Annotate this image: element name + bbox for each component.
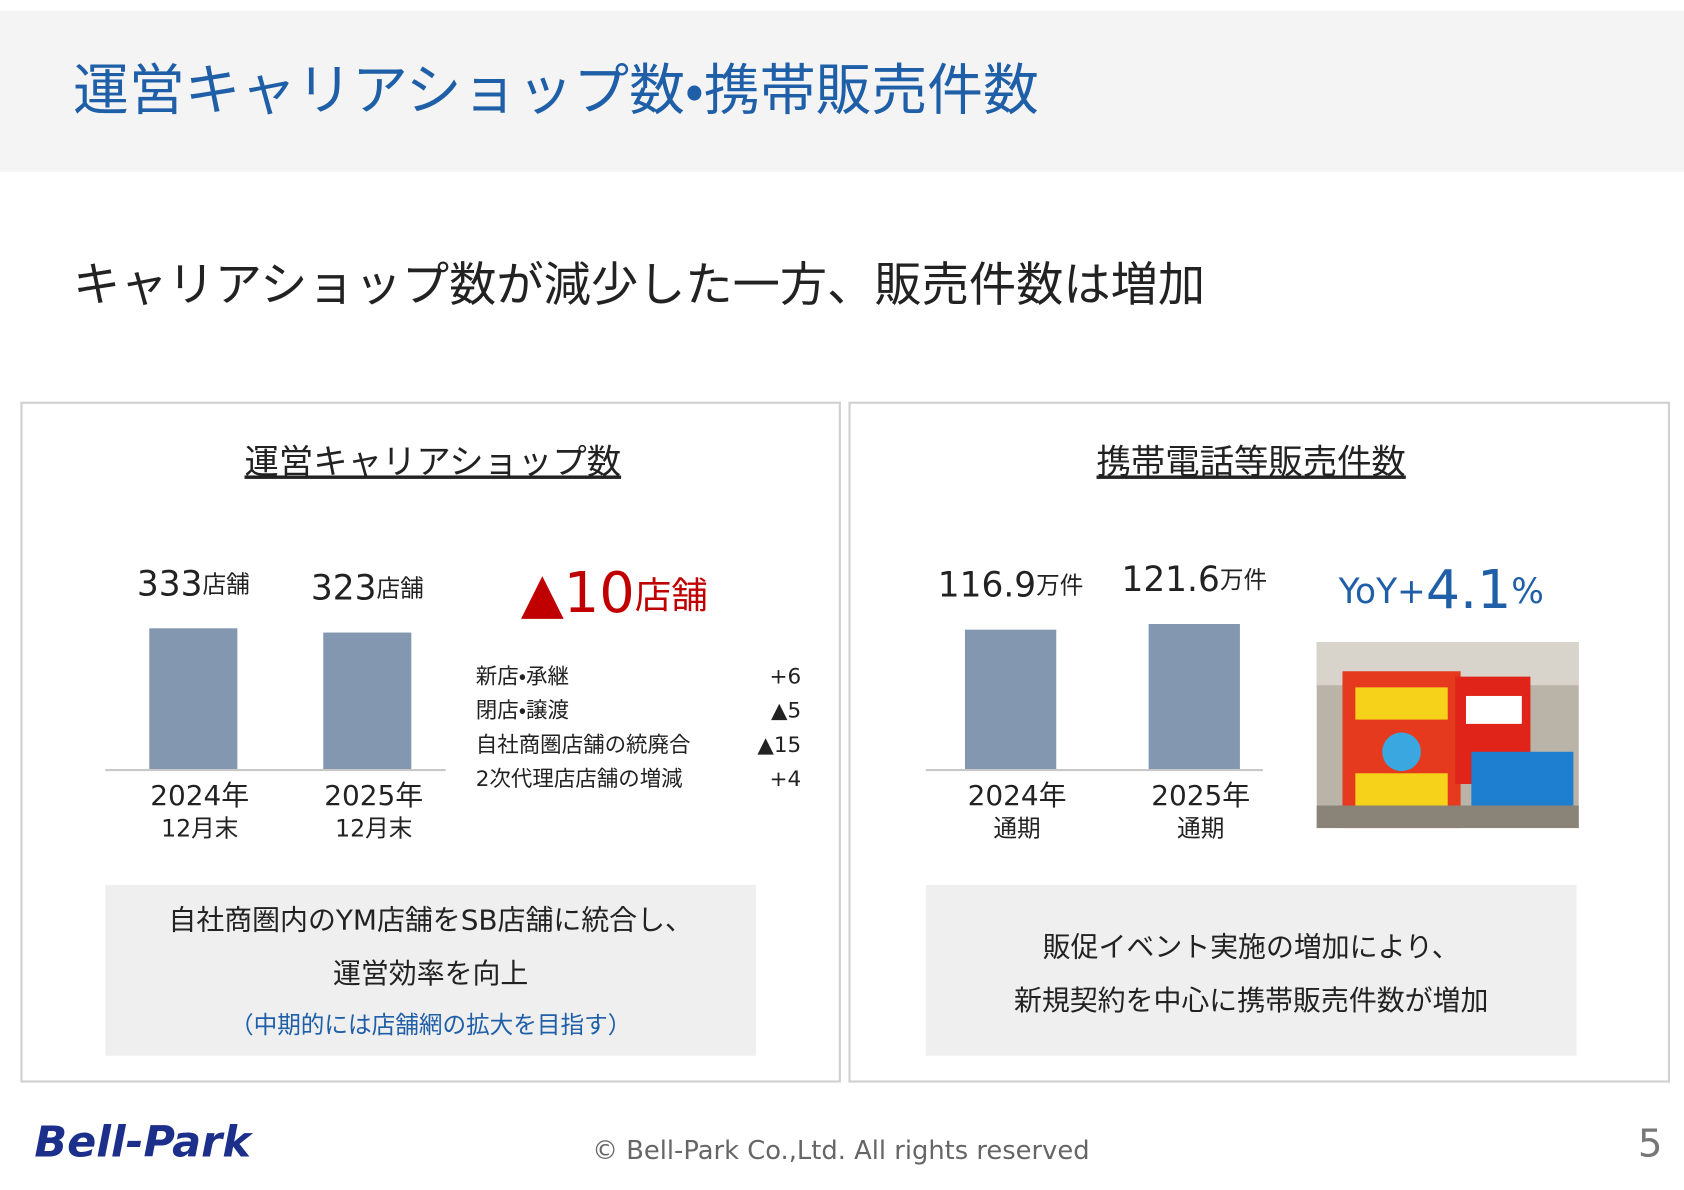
value-label: 333店舗 — [137, 564, 250, 604]
value-unit: 店舗 — [376, 574, 423, 602]
x-tick-label: 2024年 — [968, 779, 1067, 812]
breakdown-label: 2次代理店店舗の増減 — [476, 767, 683, 792]
breakdown-value: ▲5 — [771, 699, 801, 724]
breakdown-label: 新店・承継 — [476, 665, 569, 690]
value-number: 333 — [137, 564, 203, 604]
x-tick-label: 2025年 — [1151, 779, 1250, 812]
change-label: ▲10店舗 — [521, 561, 708, 626]
bar — [149, 628, 238, 771]
bar — [964, 629, 1057, 771]
bar — [323, 632, 412, 771]
value-unit: 店舗 — [202, 570, 249, 598]
x-tick-sublabel: 12月末 — [161, 815, 238, 843]
change-value: ▲10 — [521, 561, 635, 626]
value-number: 121.6 — [1121, 560, 1219, 600]
bar — [1148, 623, 1240, 771]
change-unit: 店舗 — [635, 574, 708, 617]
x-tick-sublabel: 通期 — [993, 815, 1040, 843]
note-box — [105, 884, 757, 1056]
header-band — [0, 10, 1684, 172]
note-line: （中期的には店舗網の拡大を目指す） — [230, 1011, 631, 1039]
copyright: © Bell-Park Co.,Ltd. All rights reserved — [592, 1136, 1089, 1166]
breakdown-label: 閉店・譲渡 — [476, 699, 569, 724]
chart-title: 運営キャリアショップ数 — [245, 442, 622, 482]
breakdown-value: +4 — [770, 767, 802, 792]
yoy-label: YoY+4.1% — [1338, 557, 1544, 620]
note-line: 自社商圏内のYM店舗をSB店舗に統合し、 — [168, 903, 692, 936]
value-unit: 万件 — [1036, 571, 1083, 599]
x-tick-sublabel: 12月末 — [335, 815, 412, 843]
value-number: 116.9 — [938, 565, 1036, 605]
x-tick-sublabel: 通期 — [1177, 815, 1224, 843]
value-unit: 万件 — [1220, 566, 1267, 594]
x-tick-label: 2024年 — [150, 779, 249, 812]
note-box — [925, 884, 1577, 1056]
headline: キャリアショップ数が減少した一方、販売件数は増加 — [73, 258, 1205, 313]
slide-title: 運営キャリアショップ数・携帯販売件数 — [73, 59, 1039, 124]
note-line: 運営効率を向上 — [333, 957, 528, 990]
breakdown-label: 自社商圏店舗の統廃合 — [476, 733, 691, 758]
breakdown-value: +6 — [770, 665, 802, 690]
x-tick-label: 2025年 — [324, 779, 423, 812]
page-number: 5 — [1638, 1121, 1663, 1166]
value-label: 121.6万件 — [1121, 560, 1267, 600]
chart-title: 携帯電話等販売件数 — [1097, 442, 1406, 482]
yoy-unit: % — [1511, 571, 1544, 611]
note-line: 販促イベント実施の増加により、 — [1043, 930, 1460, 963]
value-label: 116.9万件 — [938, 565, 1084, 605]
yoy-prefix: YoY+ — [1338, 571, 1426, 611]
value-label: 323店舗 — [311, 568, 424, 608]
event-photo — [1316, 642, 1579, 829]
yoy-value: 4.1 — [1426, 557, 1511, 620]
logo: Bell-Park — [34, 1117, 253, 1167]
breakdown-value: ▲15 — [757, 733, 801, 758]
value-number: 323 — [311, 568, 377, 608]
note-line: 新規契約を中心に携帯販売件数が増加 — [1014, 984, 1488, 1017]
